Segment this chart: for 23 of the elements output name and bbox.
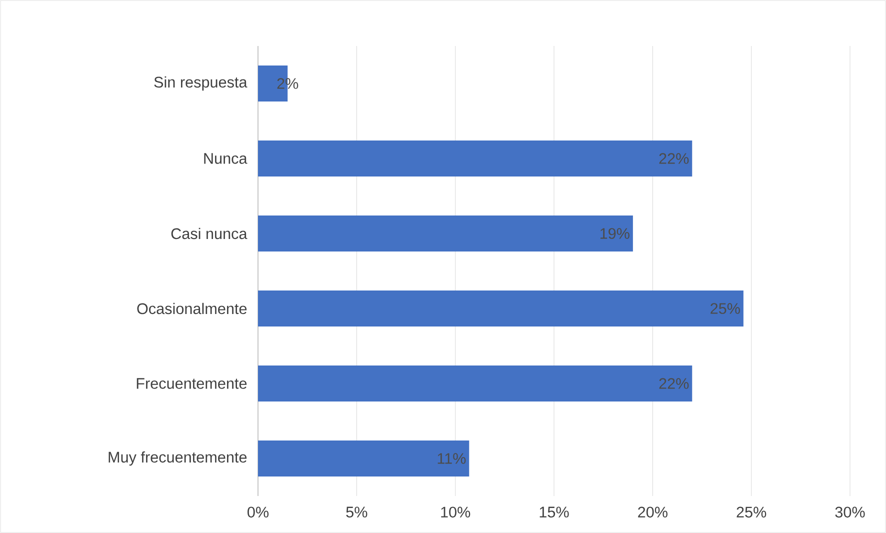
x-tick-label: 20% bbox=[638, 506, 668, 518]
x-tick-label: 25% bbox=[736, 506, 766, 518]
y-tick-label: Casi nunca bbox=[171, 228, 248, 240]
y-tick-label: Ocasionalmente bbox=[137, 302, 247, 314]
data-label: 19% bbox=[600, 228, 630, 239]
x-tick-label: 15% bbox=[540, 506, 569, 518]
x-tick-label: 0% bbox=[248, 506, 269, 518]
bar bbox=[258, 366, 692, 402]
data-label: 22% bbox=[659, 153, 689, 164]
bar bbox=[258, 440, 470, 476]
y-tick-label: Nunca bbox=[204, 153, 248, 164]
bar bbox=[258, 290, 744, 326]
data-label: 11% bbox=[438, 453, 466, 464]
y-tick-label: Sin respuesta bbox=[154, 76, 248, 91]
x-tick-label: 5% bbox=[346, 506, 368, 518]
bar bbox=[258, 215, 633, 252]
data-label: 22% bbox=[659, 378, 689, 389]
x-tick-label: 10% bbox=[441, 506, 470, 518]
x-tick-label: 30% bbox=[835, 506, 865, 518]
bar bbox=[258, 140, 692, 176]
y-tick-label: Frecuentemente bbox=[136, 378, 247, 389]
y-tick-label: Muy frecuentemente bbox=[108, 451, 247, 466]
data-label: 25% bbox=[710, 303, 740, 314]
